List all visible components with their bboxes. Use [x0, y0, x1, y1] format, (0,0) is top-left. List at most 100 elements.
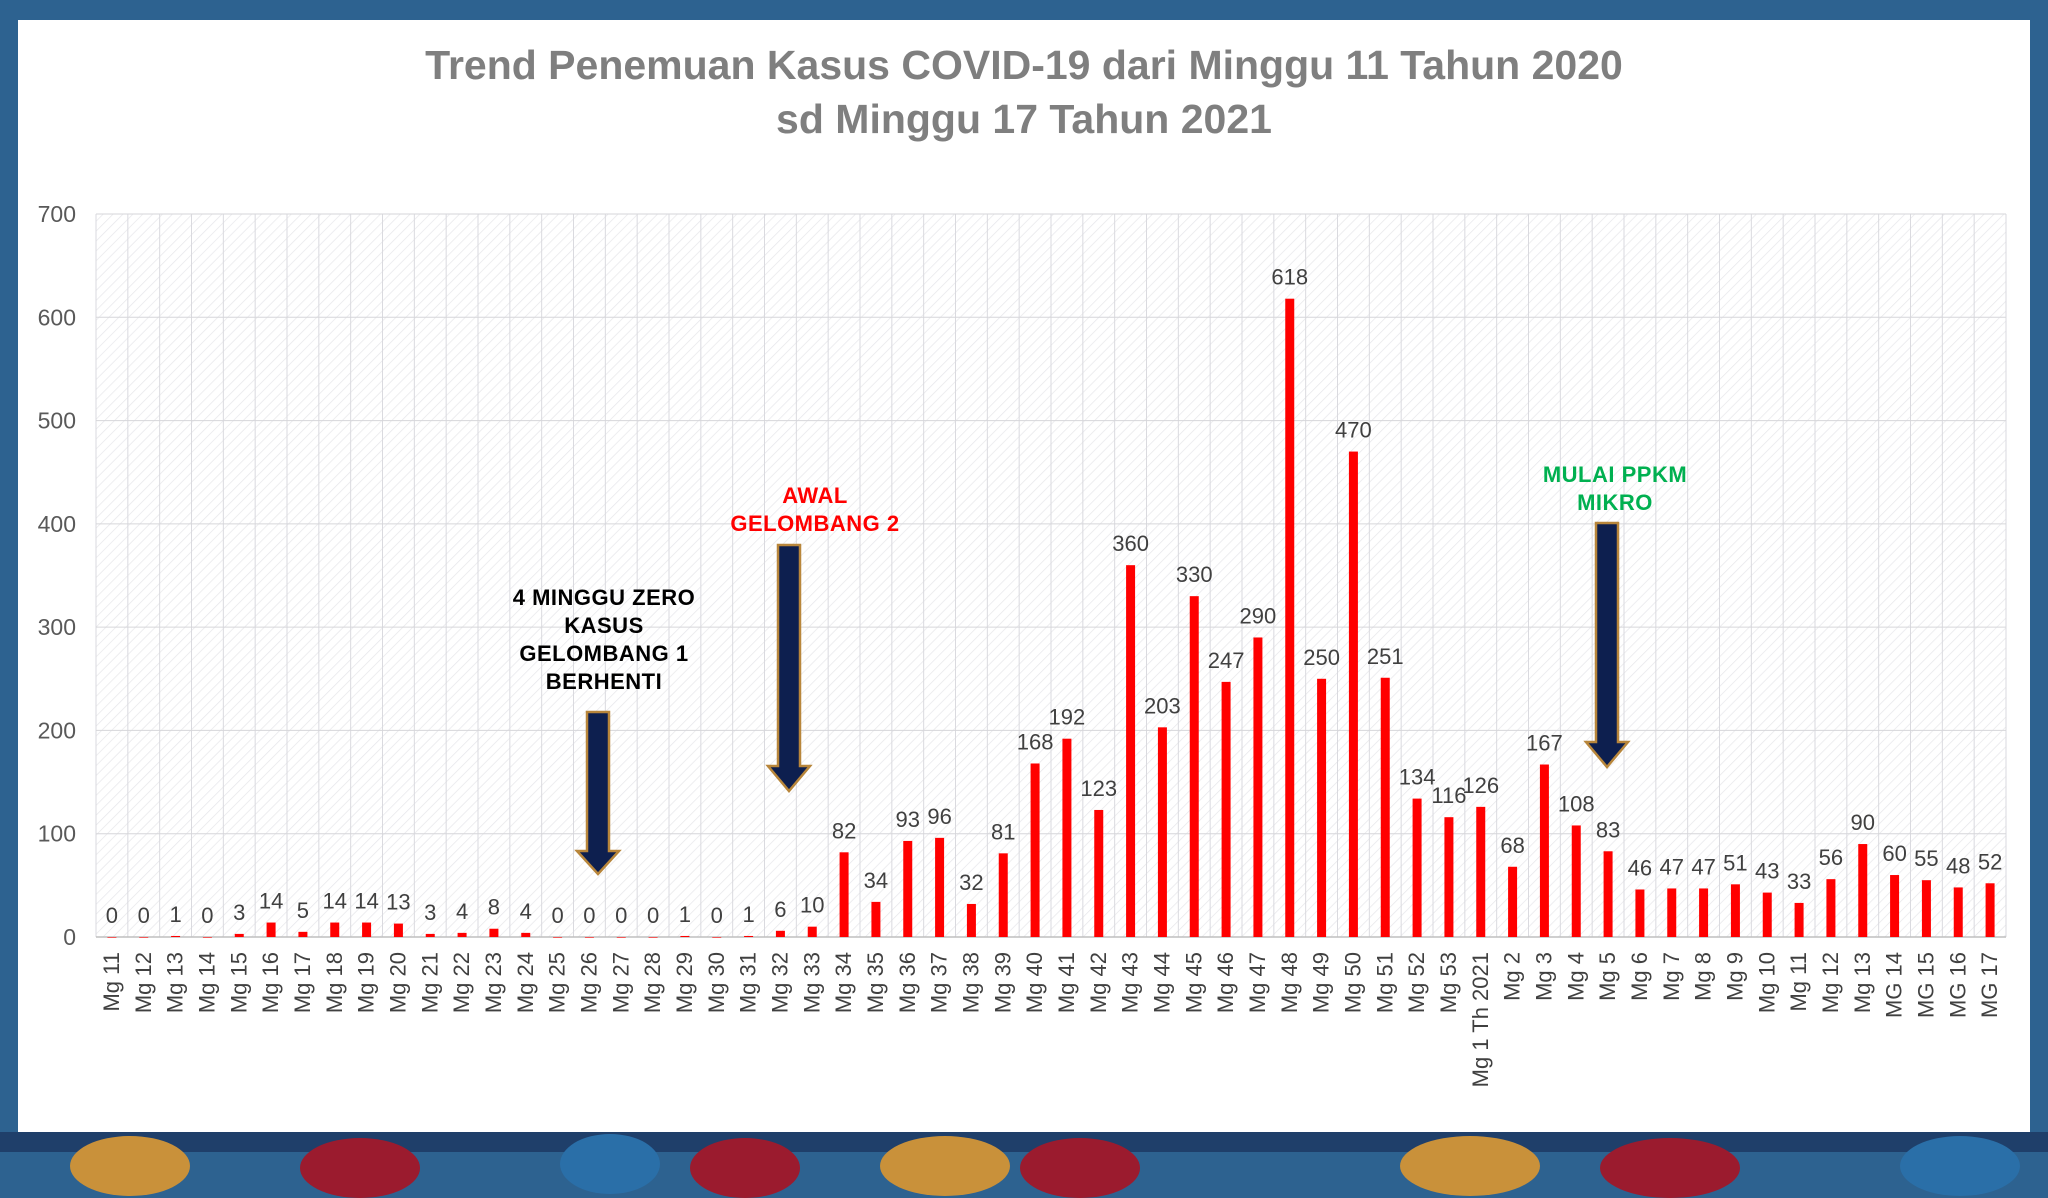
bar	[1062, 738, 1072, 937]
data-label: 34	[864, 868, 888, 893]
data-label: 290	[1240, 603, 1277, 628]
bar	[1635, 889, 1645, 937]
bar	[1858, 844, 1868, 937]
annotation-ppkm-line-1: MULAI PPKM	[1542, 462, 1688, 487]
x-tick-label: Mg 15	[226, 952, 251, 1013]
x-tick-label: Mg 25	[545, 952, 570, 1013]
x-tick-label: Mg 14	[194, 952, 219, 1013]
x-tick-label: Mg 7	[1659, 952, 1684, 1001]
data-label: 1	[742, 902, 754, 927]
x-tick-label: Mg 3	[1531, 952, 1556, 1001]
data-label: 33	[1787, 869, 1811, 894]
x-tick-label: Mg 32	[767, 952, 792, 1013]
x-tick-label: Mg 12	[131, 952, 156, 1013]
bar	[298, 931, 308, 937]
data-label: 203	[1144, 693, 1181, 718]
data-label: 8	[488, 895, 500, 920]
x-tick-label: Mg 11	[99, 952, 124, 1012]
data-label: 14	[354, 889, 378, 914]
data-label: 0	[106, 903, 118, 928]
x-tick-label: Mg 20	[385, 952, 410, 1013]
annotation-arrows	[574, 521, 1631, 876]
data-label: 123	[1080, 776, 1117, 801]
bar	[744, 935, 754, 937]
x-tick-label: Mg 40	[1022, 952, 1047, 1013]
bar	[1189, 596, 1199, 937]
bar	[139, 937, 149, 938]
y-tick-label: 700	[38, 201, 76, 227]
chart-title-line-1: Trend Penemuan Kasus COVID-19 dari Mingg…	[425, 42, 1623, 88]
x-tick-label: Mg 22	[449, 952, 474, 1013]
data-label: 330	[1176, 562, 1213, 587]
data-label: 60	[1882, 841, 1906, 866]
bar	[712, 937, 722, 938]
annotation-ppkm-mikro: MULAI PPKM MIKRO	[1505, 461, 1725, 517]
y-tick-label: 300	[38, 614, 76, 640]
bar	[1253, 637, 1263, 937]
bar	[457, 932, 467, 937]
x-tick-label: Mg 31	[736, 952, 761, 1013]
bar	[1221, 681, 1231, 937]
x-tick-label: Mg 44	[1149, 952, 1174, 1013]
bar	[775, 930, 785, 937]
bar	[998, 853, 1008, 937]
annotation-zero-line-2: KASUS	[564, 613, 644, 638]
bar	[521, 932, 531, 937]
data-label: 14	[259, 889, 283, 914]
bar	[1539, 764, 1549, 937]
bar	[553, 937, 563, 938]
data-label: 134	[1399, 765, 1436, 790]
data-label: 6	[774, 897, 786, 922]
vertical-gridlines	[95, 214, 2007, 937]
data-label: 108	[1558, 791, 1595, 816]
x-tick-label: Mg 27	[608, 952, 633, 1013]
data-label: 90	[1851, 810, 1875, 835]
y-axis-tick-labels: 0 100 200 300 400 500 600 700	[38, 201, 76, 950]
data-label: 13	[386, 890, 410, 915]
bar	[966, 903, 976, 937]
data-label: 126	[1462, 773, 1499, 798]
data-label: 43	[1755, 859, 1779, 884]
x-tick-label: Mg 35	[863, 952, 888, 1013]
data-label: 0	[201, 903, 213, 928]
data-label: 618	[1271, 265, 1308, 290]
bar	[1921, 880, 1931, 937]
data-label: 55	[1914, 846, 1938, 871]
x-tick-label: Mg 21	[417, 952, 442, 1013]
bar	[1571, 825, 1581, 937]
x-tick-label: MG 14	[1882, 952, 1907, 1018]
data-label: 0	[711, 903, 723, 928]
x-tick-label: MG 16	[1945, 952, 1970, 1018]
horizontal-gridlines	[96, 213, 2006, 938]
bar	[903, 840, 913, 937]
y-tick-label: 500	[38, 408, 76, 434]
x-tick-label: Mg 26	[576, 952, 601, 1013]
bar	[839, 852, 849, 937]
x-tick-label: Mg 13	[1850, 952, 1875, 1013]
data-label: 52	[1978, 849, 2002, 874]
x-tick-label: Mg 47	[1245, 952, 1270, 1013]
data-label: 47	[1660, 854, 1684, 879]
data-label: 81	[991, 819, 1015, 844]
x-tick-label: Mg 51	[1372, 952, 1397, 1013]
annotation-ppkm-line-2: MIKRO	[1577, 490, 1653, 515]
x-tick-label: Mg 34	[831, 952, 856, 1013]
bar	[1794, 902, 1804, 937]
x-tick-label: Mg 1 Th 2021	[1468, 952, 1493, 1087]
data-label: 0	[551, 903, 563, 928]
bar	[1412, 798, 1422, 937]
x-tick-label: MG 17	[1977, 952, 2002, 1018]
y-tick-label: 400	[38, 511, 76, 537]
annotation-zero-line-1: 4 MINGGU ZERO	[512, 585, 696, 610]
x-tick-label: Mg 16	[258, 952, 283, 1013]
bar	[1380, 677, 1390, 937]
bar	[107, 937, 117, 938]
x-tick-label: Mg 19	[354, 952, 379, 1013]
data-label: 360	[1112, 531, 1149, 556]
data-label: 68	[1500, 833, 1524, 858]
bar	[648, 937, 658, 938]
bar	[1603, 851, 1613, 937]
bar	[1157, 727, 1167, 937]
x-tick-label: Mg 38	[958, 952, 983, 1013]
x-tick-label: Mg 45	[1181, 952, 1206, 1013]
